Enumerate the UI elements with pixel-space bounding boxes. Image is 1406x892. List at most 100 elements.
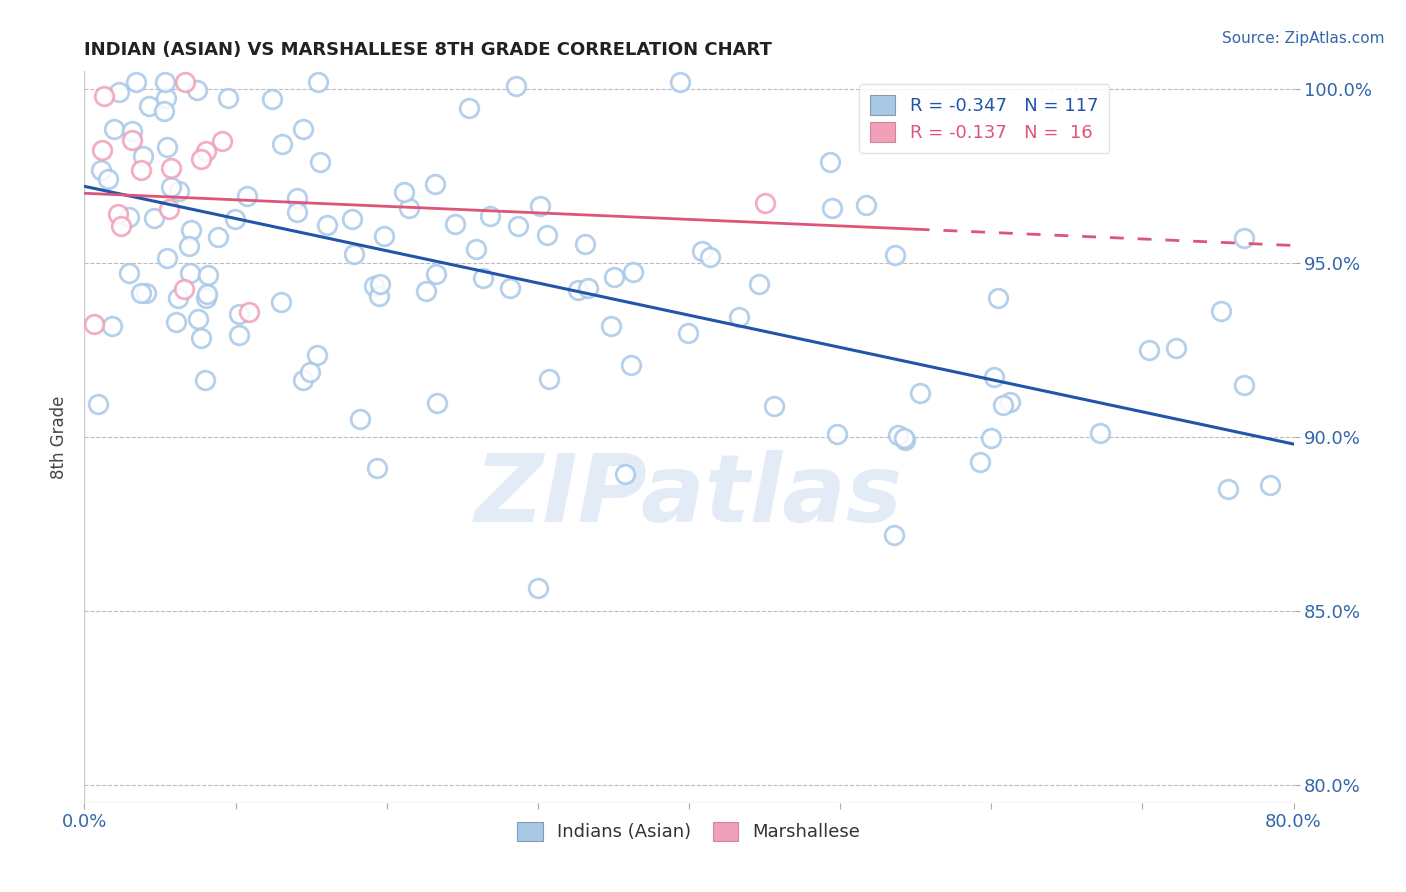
Point	[132, 149, 155, 163]
Point	[998, 394, 1021, 409]
Point	[373, 229, 395, 244]
Point	[425, 268, 447, 282]
Point	[855, 198, 877, 212]
Point	[818, 155, 841, 169]
Point	[908, 385, 931, 400]
Point	[121, 133, 143, 147]
Point	[180, 222, 202, 236]
Point	[893, 431, 915, 445]
Point	[983, 370, 1005, 384]
Point	[457, 101, 479, 115]
Point	[97, 172, 120, 186]
Point	[160, 180, 183, 194]
Point	[166, 291, 188, 305]
Point	[107, 207, 129, 221]
Point	[1166, 342, 1188, 356]
Point	[108, 85, 131, 99]
Point	[340, 211, 363, 226]
Point	[1088, 426, 1111, 441]
Point	[1232, 377, 1254, 392]
Point	[526, 582, 548, 596]
Point	[103, 121, 125, 136]
Point	[987, 291, 1010, 305]
Point	[1260, 478, 1282, 492]
Point	[93, 89, 115, 103]
Point	[155, 90, 177, 104]
Point	[129, 286, 152, 301]
Point	[620, 358, 643, 372]
Point	[287, 191, 309, 205]
Point	[187, 312, 209, 326]
Point	[224, 212, 246, 227]
Point	[567, 283, 589, 297]
Point	[174, 75, 197, 89]
Point	[576, 281, 599, 295]
Point	[179, 266, 201, 280]
Point	[285, 205, 308, 219]
Point	[131, 162, 153, 177]
Point	[980, 431, 1002, 445]
Point	[299, 365, 322, 379]
Point	[177, 239, 200, 253]
Point	[228, 307, 250, 321]
Y-axis label: 8th Grade: 8th Grade	[51, 395, 69, 479]
Point	[165, 315, 187, 329]
Text: ZIPatlas: ZIPatlas	[475, 450, 903, 541]
Point	[173, 282, 195, 296]
Point	[392, 185, 415, 199]
Point	[464, 242, 486, 256]
Point	[366, 461, 388, 475]
Point	[893, 433, 915, 447]
Point	[270, 294, 292, 309]
Point	[159, 202, 181, 216]
Point	[167, 184, 190, 198]
Point	[1211, 304, 1233, 318]
Point	[690, 244, 713, 259]
Point	[190, 152, 212, 166]
Point	[821, 201, 844, 215]
Point	[152, 104, 174, 119]
Point	[676, 326, 699, 341]
Point	[825, 426, 848, 441]
Point	[574, 236, 596, 251]
Point	[292, 122, 315, 136]
Point	[499, 281, 522, 295]
Point	[118, 266, 141, 280]
Point	[754, 195, 776, 210]
Point	[505, 78, 527, 93]
Point	[349, 411, 371, 425]
Point	[415, 284, 437, 298]
Point	[134, 286, 156, 301]
Point	[260, 92, 283, 106]
Point	[883, 527, 905, 541]
Point	[1233, 230, 1256, 244]
Point	[90, 143, 112, 157]
Point	[292, 372, 315, 386]
Point	[969, 455, 991, 469]
Point	[101, 318, 124, 333]
Point	[1216, 482, 1239, 496]
Point	[138, 99, 160, 113]
Point	[124, 75, 146, 89]
Point	[1137, 343, 1160, 357]
Point	[87, 397, 110, 411]
Point	[600, 318, 623, 333]
Point	[197, 268, 219, 282]
Point	[479, 209, 502, 223]
Point	[669, 75, 692, 89]
Point	[211, 134, 233, 148]
Point	[194, 291, 217, 305]
Point	[143, 211, 166, 225]
Point	[307, 75, 329, 89]
Point	[110, 219, 132, 233]
Point	[153, 75, 176, 89]
Point	[186, 83, 208, 97]
Point	[156, 251, 179, 265]
Text: INDIAN (ASIAN) VS MARSHALLESE 8TH GRADE CORRELATION CHART: INDIAN (ASIAN) VS MARSHALLESE 8TH GRADE …	[84, 41, 772, 59]
Point	[991, 398, 1014, 412]
Point	[156, 140, 179, 154]
Point	[537, 372, 560, 386]
Point	[308, 155, 330, 169]
Point	[271, 136, 294, 151]
Point	[398, 202, 420, 216]
